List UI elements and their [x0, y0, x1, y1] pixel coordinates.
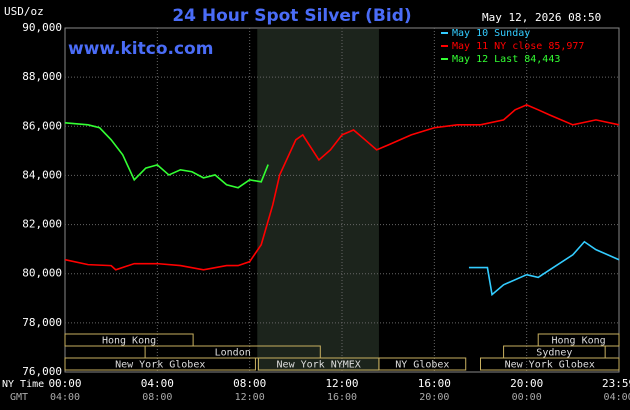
session-label: New York Globex	[505, 360, 595, 371]
x-tick-label: 20:00	[510, 377, 543, 390]
gmt-tick-label: 04:00	[50, 392, 80, 403]
x-tick-label: 23:59	[602, 377, 630, 390]
session-label: New York Globex	[115, 360, 205, 371]
session-label: New York NYMEX	[277, 360, 361, 371]
y-tick-label: 86,000	[22, 119, 62, 132]
series-line	[468, 240, 620, 297]
x-tick-label: 04:00	[141, 377, 174, 390]
legend-label: May 11 NY close 85,977	[452, 41, 584, 52]
session-bar	[64, 333, 194, 347]
session-label: Hong Kong	[552, 336, 606, 347]
ny-time-label: NY Time	[2, 379, 44, 390]
timestamp: May 12, 2026 08:50	[482, 11, 601, 24]
y-tick-label: 82,000	[22, 218, 62, 231]
session-label: London	[215, 348, 251, 359]
session-label: Hong Kong	[102, 336, 156, 347]
gmt-tick-label: 20:00	[419, 392, 449, 403]
y-tick-label: 76,000	[22, 365, 62, 378]
legend-label: May 10 Sunday	[452, 28, 530, 39]
y-tick-label: 84,000	[22, 168, 62, 181]
y-tick-label: 80,000	[22, 267, 62, 280]
gmt-tick-label: 00:00	[512, 392, 542, 403]
chart-title: 24 Hour Spot Silver (Bid)	[172, 6, 411, 26]
x-tick-label: 00:00	[48, 377, 81, 390]
session-bar	[64, 357, 256, 371]
y-tick-label: 88,000	[22, 70, 62, 83]
y-axis-label: USD/oz	[4, 5, 44, 18]
session-bar	[378, 357, 467, 371]
y-tick-label: 90,000	[22, 21, 62, 34]
gmt-tick-label: 12:00	[235, 392, 265, 403]
gmt-tick-label: 16:00	[327, 392, 357, 403]
series-line	[64, 122, 269, 189]
x-tick-label: 08:00	[233, 377, 266, 390]
gmt-label: GMT	[10, 392, 28, 403]
session-label: Sydney	[536, 348, 572, 359]
gmt-tick-label: 08:00	[142, 392, 172, 403]
gmt-tick-label: 04:00	[604, 392, 630, 403]
series-line	[64, 104, 620, 271]
watermark: www.kitco.com	[68, 39, 213, 59]
x-tick-label: 16:00	[418, 377, 451, 390]
y-tick-label: 78,000	[22, 316, 62, 329]
session-label: NY Globex	[395, 360, 449, 371]
x-tick-label: 12:00	[325, 377, 358, 390]
legend-label: May 12 Last 84,443	[452, 54, 560, 65]
shaded-region	[257, 29, 379, 371]
session-bar	[480, 357, 620, 371]
